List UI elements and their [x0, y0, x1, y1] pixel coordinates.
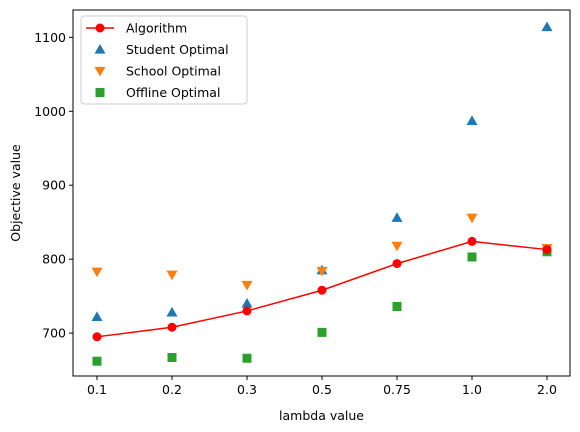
algorithm-point — [542, 245, 552, 255]
x-axis-label: lambda value — [279, 408, 364, 423]
legend-swatch-offline-optimal — [95, 88, 105, 97]
legend-label-student-optimal: Student Optimal — [126, 42, 229, 57]
x-tick-label: 0.5 — [312, 382, 332, 397]
student-optimal-point — [241, 298, 253, 308]
legend-swatch-algorithm — [95, 23, 105, 33]
x-axis: 0.1 0.2 0.3 0.5 0.75 1.0 2.0 — [87, 376, 557, 397]
school-optimal-point — [241, 280, 253, 291]
x-tick-label: 0.1 — [87, 382, 107, 397]
algorithm-point — [242, 306, 252, 316]
x-tick-label: 1.0 — [462, 382, 482, 397]
offline-optimal-point — [392, 301, 402, 311]
algorithm-point — [317, 285, 327, 295]
school-optimal-point — [391, 241, 403, 252]
legend-label-school-optimal: School Optimal — [126, 64, 221, 79]
offline-optimal-point — [317, 327, 327, 337]
offline-optimal-point — [467, 252, 477, 262]
legend-swatch-student-optimal — [94, 44, 106, 54]
y-axis: 700 800 900 1000 1100 — [34, 30, 73, 341]
x-tick-label: 0.3 — [237, 382, 257, 397]
student-optimal-point — [466, 115, 478, 126]
offline-optimal-point — [92, 356, 102, 366]
y-tick-label: 900 — [42, 178, 66, 193]
legend-label-offline-optimal: Offline Optimal — [126, 85, 220, 100]
legend-frame — [80, 15, 248, 105]
algorithm-point — [467, 236, 477, 246]
legend: Algorithm Student Optimal School Optimal Of… — [80, 15, 248, 105]
student-optimal-point — [541, 21, 553, 32]
offline-optimal-point — [167, 353, 177, 363]
x-tick-label: 0.2 — [162, 382, 182, 397]
y-axis-label: Objective value — [8, 144, 23, 242]
student-optimal-point — [166, 306, 178, 317]
algorithm-point — [392, 259, 402, 269]
student-optimal-point — [91, 311, 103, 321]
school-optimal-point — [91, 267, 103, 278]
y-tick-label: 1100 — [34, 30, 66, 45]
school-optimal-point — [466, 213, 478, 224]
legend-swatch-school-optimal — [94, 66, 106, 77]
x-tick-label: 2.0 — [537, 382, 557, 397]
algorithm-point — [167, 322, 177, 332]
y-tick-label: 700 — [42, 326, 66, 341]
algorithm-point — [92, 332, 102, 342]
legend-label-algorithm: Algorithm — [126, 21, 187, 36]
school-optimal-point — [316, 266, 328, 277]
offline-optimal-point — [242, 353, 252, 363]
school-optimal-point — [166, 270, 178, 281]
y-tick-label: 800 — [42, 252, 66, 267]
y-tick-label: 1000 — [34, 104, 66, 119]
x-tick-label: 0.75 — [383, 382, 411, 397]
student-optimal-point — [391, 212, 403, 222]
plot-area — [91, 21, 553, 366]
